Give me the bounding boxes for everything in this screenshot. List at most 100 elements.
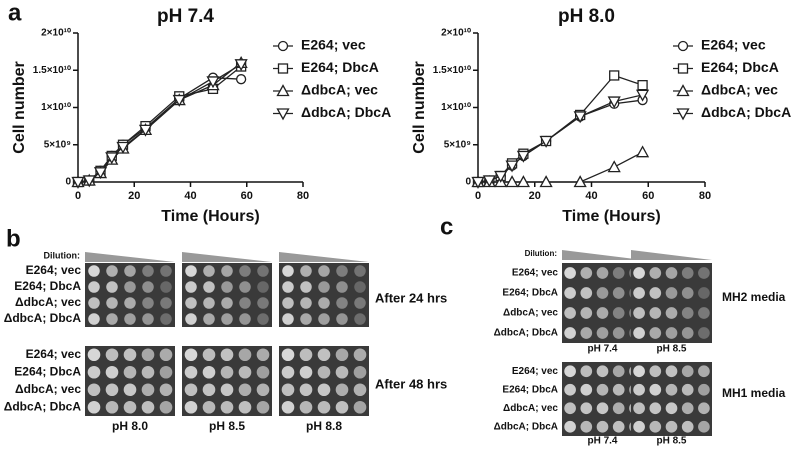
x-tick-label: 80 [297,190,309,202]
x-tick-label: 40 [184,190,196,202]
spot [580,327,593,339]
marker [505,160,519,173]
spot [564,365,576,378]
spot [141,383,155,397]
spot [318,265,330,277]
spot [300,281,312,293]
spot [184,383,198,397]
spot [185,297,197,309]
spot [335,348,349,362]
spot [257,281,269,293]
spot [220,365,234,379]
spot [612,287,625,299]
marker [516,150,530,163]
spot [698,287,710,299]
spot [353,383,367,397]
marker [516,175,530,188]
strain-label: ΔdbcA; DbcA [494,421,558,432]
spot [123,400,137,414]
spot [596,287,609,299]
legend-label: E264; DbcA [301,59,379,75]
spot [238,348,252,362]
spot [221,297,233,309]
spot [318,297,330,309]
marker [277,63,289,74]
marker [635,145,650,158]
spot [318,313,330,325]
y-tick-label: 2×10¹⁰ [41,28,71,39]
dilution-label: Dilution: [525,249,557,258]
marker [276,84,290,97]
marker [234,59,248,72]
spot [633,365,645,378]
marker [277,40,289,52]
marker [573,175,587,188]
spot [123,348,137,362]
spot [336,297,348,309]
spot [665,327,678,339]
spot [203,297,215,309]
spot [300,297,312,309]
spot [142,297,154,309]
spot [336,313,348,325]
spot [282,265,294,277]
spot [220,348,234,362]
spot [317,348,331,362]
spot [160,265,172,277]
spot [681,365,694,378]
spot [87,348,101,362]
dilution-wedge [182,252,272,262]
y-tick-label: 0 [465,177,471,188]
spot [353,365,367,379]
spot [220,383,234,397]
spot [596,402,609,415]
spot [105,365,119,379]
spot [335,400,349,414]
spot [184,348,198,362]
spot [665,287,678,299]
media-label: MH1 media [722,386,786,400]
spot [649,287,662,299]
spot [256,400,270,414]
spot [88,265,100,277]
spot [87,400,101,414]
marker [138,124,153,137]
series-line [477,74,643,183]
dilution-wedge [562,250,643,260]
marker [206,76,220,89]
marker [93,167,108,180]
ph-label: pH 8.8 [306,419,342,433]
spot [649,365,662,378]
y-tick-label: 2×10¹⁰ [441,28,471,39]
marker [677,63,689,74]
ph-label: pH 8.5 [656,344,686,355]
spot [649,307,662,319]
marker [71,176,85,189]
spot [238,383,252,397]
spot [282,297,294,309]
spot [649,267,662,279]
spot [353,400,367,414]
spot [142,265,154,277]
marker [505,175,519,188]
ph-label: pH 8.5 [209,419,245,433]
spot [300,265,312,277]
spot [124,313,136,325]
spot [105,383,119,397]
legend-label: ΔdbcA; DbcA [701,104,791,120]
spot [257,313,269,325]
spot [633,267,645,279]
marker [676,84,690,97]
marker [676,108,690,121]
marker [471,176,485,189]
spot [239,297,251,309]
spot [202,365,216,379]
spot [105,348,119,362]
spot [220,400,234,414]
spot [299,383,313,397]
spot [141,400,155,414]
spot [142,281,154,293]
spot [698,327,710,339]
strain-label: ΔdbcA; vec [15,382,81,396]
spot [123,383,137,397]
